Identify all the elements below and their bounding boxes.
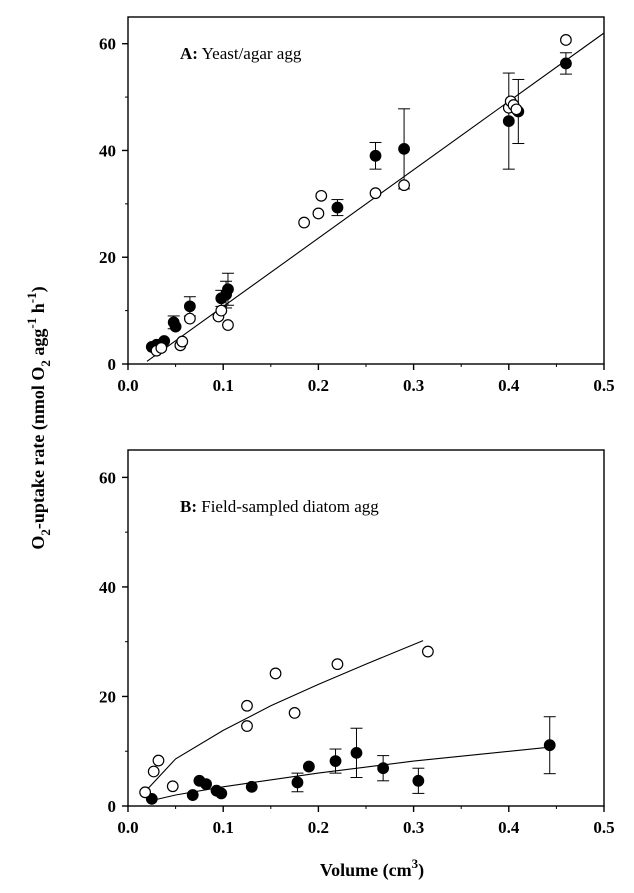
plot-frame [127,16,605,365]
panel-title: B: Field-sampled diatom agg [180,497,379,516]
x-tick-label: 0.3 [403,818,424,837]
panel-title: A: Yeast/agar agg [180,44,302,63]
data-point-open [139,786,152,799]
data-point-filled [169,320,182,333]
panel-b: 0.0 0.1 0.2 0.3 0.4 0.5 0 20 40 60 B: Field-sample… [99,449,615,837]
data-point-filled [222,283,234,296]
data-point-open [241,720,253,732]
data-point-filled [331,201,344,214]
x-tick-label: 0.0 [117,818,138,837]
data-point-filled [291,776,304,789]
y-axis-label: O2-uptake rate (nmol O2 agg-1 h-1) [24,286,53,549]
data-point-open [269,667,282,680]
x-tick-label: 0.4 [498,818,520,837]
data-point-filled [183,300,196,313]
data-point-open [298,216,311,229]
data-point-open [152,754,165,767]
y-tick-label: 20 [99,687,116,706]
data-point-open [176,335,189,348]
x-tick-label: 0.1 [213,376,234,395]
data-point-open [215,304,228,317]
x-tick-label: 0.2 [308,818,329,837]
data-point-open [288,706,301,719]
data-point-filled [302,760,315,773]
data-point-filled [215,787,228,800]
data-point-filled [543,739,556,752]
data-point-open [369,187,382,200]
data-point-open [147,765,160,778]
x-axis-label: Volume (cm3) [320,856,424,881]
data-point-filled [398,142,410,155]
data-point-open [183,312,196,325]
x-tick-label: 0.4 [498,376,520,395]
data-point-open [421,645,434,658]
x-tick-label: 0.2 [308,376,329,395]
x-tick-label: 0.1 [213,818,234,837]
data-point-open [241,699,253,712]
data-point-open [331,658,344,671]
data-point-open [312,207,325,220]
data-point-filled [369,149,382,162]
data-point-filled [560,57,572,70]
fit-line [146,746,547,803]
x-tick-label: 0.3 [403,376,424,395]
data-point-open [166,780,179,793]
data-point-filled [350,746,363,759]
y-tick-label: 20 [99,248,116,267]
data-point-filled [200,778,212,790]
y-tick-label: 60 [99,468,116,487]
data-point-open [398,179,410,192]
x-tick-label: 0.5 [593,376,614,395]
y-tick-label: 0 [108,355,117,374]
fit-line [146,640,424,790]
data-point-open [315,189,328,202]
panel-a: 0.0 0.1 0.2 0.3 0.4 0.5 0 20 40 60 A: Yeast/agar a… [99,16,615,395]
y-tick-label: 40 [99,578,116,597]
y-tick-label: 40 [99,141,116,160]
data-point-filled [412,774,425,787]
data-point-open [560,34,572,46]
data-point-open [155,342,168,354]
y-tick-label: 0 [108,797,117,816]
x-tick-label: 0.5 [593,818,614,837]
data-point-filled [377,762,390,775]
data-point-filled [502,115,515,127]
data-point-open [510,103,523,116]
y-tick-label: 60 [99,35,116,54]
x-tick-label: 0.0 [117,376,138,395]
data-point-filled [245,780,258,793]
data-point-filled [186,789,199,801]
data-point-open [222,319,234,331]
data-point-filled [329,755,342,767]
